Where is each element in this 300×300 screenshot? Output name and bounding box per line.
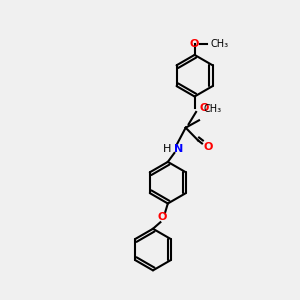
Text: H: H: [162, 143, 171, 154]
Text: O: O: [203, 142, 213, 152]
Text: O: O: [190, 40, 199, 50]
Text: O: O: [157, 212, 167, 222]
Text: CH₃: CH₃: [211, 40, 229, 50]
Text: N: N: [174, 143, 184, 154]
Text: CH₃: CH₃: [203, 104, 222, 114]
Text: O: O: [199, 103, 208, 113]
